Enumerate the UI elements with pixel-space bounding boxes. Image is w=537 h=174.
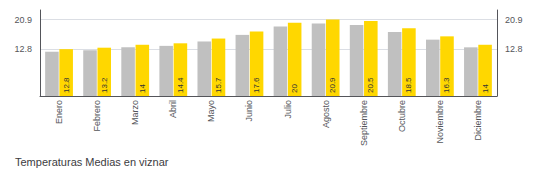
svg-text:Diciembre: Diciembre bbox=[473, 100, 483, 141]
svg-text:Abril: Abril bbox=[168, 100, 178, 118]
svg-text:Febrero: Febrero bbox=[92, 100, 102, 132]
svg-text:Temperaturas Medias en viznar: Temperaturas Medias en viznar bbox=[15, 156, 169, 168]
svg-text:12.8: 12.8 bbox=[62, 77, 71, 93]
svg-text:17.6: 17.6 bbox=[252, 77, 261, 93]
svg-text:14.4: 14.4 bbox=[176, 77, 185, 93]
svg-text:Julio: Julio bbox=[283, 100, 293, 119]
svg-text:16.3: 16.3 bbox=[442, 77, 451, 93]
svg-text:Noviembre: Noviembre bbox=[435, 100, 445, 144]
svg-text:15.7: 15.7 bbox=[214, 77, 223, 93]
svg-text:20: 20 bbox=[290, 84, 299, 93]
svg-text:Junio: Junio bbox=[244, 100, 254, 122]
svg-text:20.5: 20.5 bbox=[366, 77, 375, 93]
svg-text:12.8: 12.8 bbox=[14, 44, 32, 54]
svg-text:Agosto: Agosto bbox=[321, 100, 331, 128]
svg-text:Octubre: Octubre bbox=[397, 100, 407, 132]
svg-text:20.9: 20.9 bbox=[505, 15, 523, 25]
svg-text:Septiembre: Septiembre bbox=[359, 100, 369, 146]
svg-text:Marzo: Marzo bbox=[130, 100, 140, 125]
svg-text:20.9: 20.9 bbox=[328, 77, 337, 93]
svg-text:12.8: 12.8 bbox=[505, 44, 523, 54]
svg-text:13.2: 13.2 bbox=[100, 77, 109, 93]
svg-text:14: 14 bbox=[481, 84, 490, 93]
svg-text:14: 14 bbox=[138, 84, 147, 93]
svg-text:20.9: 20.9 bbox=[14, 15, 32, 25]
svg-text:Enero: Enero bbox=[54, 100, 64, 124]
svg-text:18.5: 18.5 bbox=[404, 77, 413, 93]
svg-text:Mayo: Mayo bbox=[206, 100, 216, 122]
